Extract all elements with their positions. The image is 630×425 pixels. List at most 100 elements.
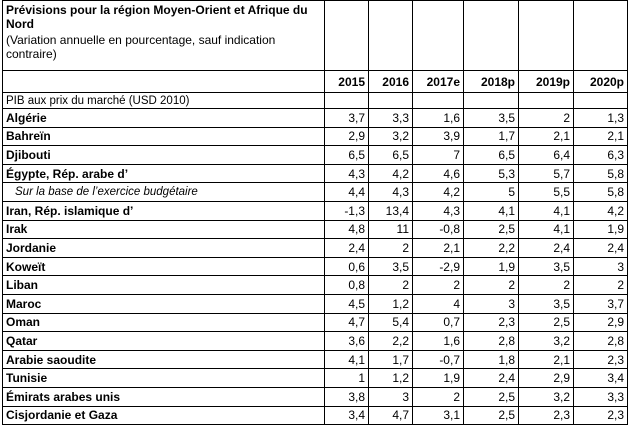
value-cell: 4,5 (324, 293, 369, 314)
value-cell: 1,2 (368, 293, 413, 314)
value-cell: 1,9 (412, 368, 464, 388)
value-cell: 2,2 (463, 238, 519, 258)
value-cell: 4,2 (412, 182, 464, 202)
value-cell: 2 (573, 275, 628, 295)
row-label: Égypte, Rép. arabe d’ (2, 163, 325, 184)
value-cell: 2 (412, 275, 464, 295)
value-cell: 2,4 (573, 238, 628, 258)
value-cell: 3,9 (412, 126, 464, 147)
value-cell: 2,5 (463, 405, 519, 425)
data-row: Djibouti 6,5 6,5 7 6,5 6,4 6,3 (2, 145, 628, 165)
value-cell: 1,6 (412, 108, 464, 128)
header-row: 2015 2016 2017e 2018p 2019p 2020p (2, 70, 628, 93)
data-row: Bahreïn 2,9 3,2 3,9 1,7 2,1 2,1 (2, 126, 628, 147)
value-cell: 4,1 (518, 200, 574, 221)
data-row: Irak 4,8 11 -0,8 2,5 4,1 1,9 (2, 219, 628, 240)
data-row: Jordanie 2,4 2 2,1 2,2 2,4 2,4 (2, 238, 628, 258)
value-cell: 2,8 (573, 331, 628, 351)
value-cell: 4,2 (368, 163, 413, 184)
data-row: Sur la base de l’exercice budgétaire 4,4 4… (2, 182, 628, 202)
value-cell: 6,5 (324, 145, 369, 165)
value-cell: 3 (368, 386, 413, 407)
value-cell: -0,7 (412, 349, 464, 370)
empty-cell (2, 70, 325, 93)
value-cell: 2 (368, 275, 413, 295)
empty-cell (573, 92, 628, 109)
row-label: Liban (2, 275, 325, 295)
value-cell: 2 (368, 238, 413, 258)
value-cell: 5,4 (368, 312, 413, 333)
value-cell: 2,1 (518, 126, 574, 147)
value-cell: 4,3 (412, 200, 464, 221)
value-cell: 1,2 (368, 368, 413, 388)
value-cell: 4,2 (573, 200, 628, 221)
value-cell: 3 (463, 293, 519, 314)
value-cell: 2,8 (463, 331, 519, 351)
value-cell: 2 (463, 275, 519, 295)
value-cell: -2,9 (412, 256, 464, 277)
row-label: Tunisie (2, 368, 325, 388)
empty-cell (368, 92, 413, 109)
empty-cell (324, 0, 369, 71)
title: Prévisions pour la région Moyen-Orient e… (6, 3, 308, 31)
value-cell: 3,1 (412, 405, 464, 425)
row-label: Oman (2, 312, 325, 333)
row-label: Émirats arabes unis (2, 386, 325, 407)
value-cell: 2,9 (518, 368, 574, 388)
value-cell: 3,7 (573, 293, 628, 314)
value-cell: 0,6 (324, 256, 369, 277)
row-label: Arabie saoudite (2, 349, 325, 370)
row-label: Qatar (2, 331, 325, 351)
empty-cell (518, 0, 574, 71)
value-cell: 5,7 (518, 163, 574, 184)
data-row: Cisjordanie et Gaza 3,4 4,7 3,1 2,5 2,3 2,3 (2, 405, 628, 425)
value-cell: 5,5 (518, 182, 574, 202)
value-cell: 2,9 (324, 126, 369, 147)
row-label: Sur la base de l’exercice budgétaire (2, 182, 325, 202)
value-cell: 4,6 (412, 163, 464, 184)
value-cell: -0,8 (412, 219, 464, 240)
value-cell: 1,9 (463, 256, 519, 277)
value-cell: 2,5 (463, 219, 519, 240)
section-label: PIB aux prix du marché (USD 2010) (2, 92, 325, 109)
value-cell: 3,7 (324, 108, 369, 128)
row-label: Algérie (2, 108, 325, 128)
row-label: Cisjordanie et Gaza (2, 405, 325, 425)
column-header: 2018p (463, 70, 519, 93)
value-cell: 5,8 (573, 163, 628, 184)
value-cell: 1 (324, 368, 369, 388)
empty-cell (463, 0, 519, 71)
title-row: Prévisions pour la région Moyen-Orient e… (2, 0, 628, 71)
section-row: PIB aux prix du marché (USD 2010) (2, 92, 628, 109)
value-cell: 4,7 (324, 312, 369, 333)
value-cell: 2 (412, 386, 464, 407)
value-cell: 3,2 (518, 386, 574, 407)
value-cell: 1,6 (412, 331, 464, 351)
row-label: Irak (2, 219, 325, 240)
empty-cell (412, 0, 464, 71)
value-cell: 3 (573, 256, 628, 277)
empty-cell (368, 0, 413, 71)
value-cell: 4 (412, 293, 464, 314)
value-cell: 2,9 (573, 312, 628, 333)
value-cell: 1,8 (463, 349, 519, 370)
value-cell: 2,3 (573, 349, 628, 370)
value-cell: 5,8 (573, 182, 628, 202)
value-cell: 11 (368, 219, 413, 240)
value-cell: 3,5 (463, 108, 519, 128)
value-cell: 2,4 (518, 238, 574, 258)
data-row: Qatar 3,6 2,2 1,6 2,8 3,2 2,8 (2, 331, 628, 351)
value-cell: 4,4 (324, 182, 369, 202)
value-cell: 6,3 (573, 145, 628, 165)
value-cell: 4,7 (368, 405, 413, 425)
value-cell: 2,1 (573, 126, 628, 147)
value-cell: 2,4 (324, 238, 369, 258)
value-cell: 2,1 (412, 238, 464, 258)
value-cell: 2 (518, 108, 574, 128)
data-row: Algérie 3,7 3,3 1,6 3,5 2 1,3 (2, 108, 628, 128)
value-cell: 2,5 (518, 312, 574, 333)
value-cell: 3,5 (518, 293, 574, 314)
value-cell: 6,4 (518, 145, 574, 165)
value-cell: 4,8 (324, 219, 369, 240)
